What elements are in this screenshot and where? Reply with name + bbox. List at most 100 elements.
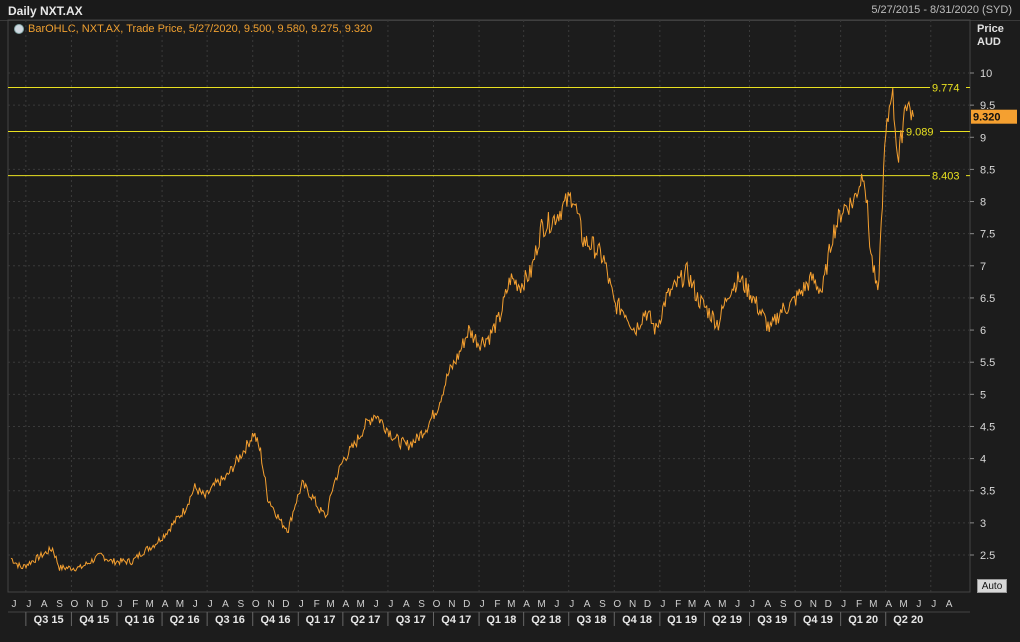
y-tick-label: 8.5 xyxy=(980,164,995,176)
month-tick-label: F xyxy=(675,599,681,610)
month-tick-label: J xyxy=(374,599,379,610)
month-tick-label: D xyxy=(101,599,108,610)
quarter-label: Q1 20 xyxy=(848,614,878,626)
month-tick-label: N xyxy=(86,599,93,610)
quarter-label: Q1 18 xyxy=(486,614,516,626)
y-tick-label: 9 xyxy=(980,132,986,144)
month-tick-label: M xyxy=(146,599,154,610)
month-tick-label: A xyxy=(162,599,169,610)
y-tick-label: 7.5 xyxy=(980,229,995,241)
plot-frame xyxy=(7,19,971,593)
date-range: 5/27/2015 - 8/31/2020 (SYD) xyxy=(871,4,1012,16)
series-legend[interactable]: BarOHLC, NXT.AX, Trade Price, 5/27/2020,… xyxy=(14,23,372,35)
month-tick-label: M xyxy=(507,599,515,610)
month-tick-label: D xyxy=(282,599,289,610)
quarter-label: Q4 17 xyxy=(441,614,471,626)
month-tick-label: A xyxy=(523,599,530,610)
y-tick-label: 3.5 xyxy=(980,486,995,498)
y-tick-label: 10 xyxy=(980,68,992,80)
month-tick-label: A xyxy=(343,599,350,610)
month-tick-label: A xyxy=(222,599,229,610)
month-tick-label: O xyxy=(433,599,441,610)
month-tick-label: S xyxy=(780,599,787,610)
chart-title: Daily NXT.AX xyxy=(8,4,83,18)
y-tick-label: 7 xyxy=(980,261,986,273)
month-tick-label: A xyxy=(403,599,410,610)
month-tick-label: J xyxy=(916,599,921,610)
quarter-label: Q3 17 xyxy=(396,614,426,626)
month-tick-label: J xyxy=(569,599,574,610)
month-tick-label: J xyxy=(388,599,393,610)
month-tick-label: M xyxy=(899,599,907,610)
last-price-badge xyxy=(971,109,1017,124)
month-tick-label: A xyxy=(946,599,953,610)
quarter-label: Q2 17 xyxy=(350,614,380,626)
month-tick-label: M xyxy=(537,599,545,610)
month-tick-label: A xyxy=(885,599,892,610)
quarter-label: Q4 19 xyxy=(803,614,833,626)
quarter-label: Q3 15 xyxy=(34,614,64,626)
month-tick-label: J xyxy=(117,599,122,610)
month-tick-label: N xyxy=(629,599,636,610)
y-tick-label: 5.5 xyxy=(980,357,995,369)
level-label: 9.774 xyxy=(932,83,960,95)
month-tick-label: F xyxy=(494,599,500,610)
month-tick-label: J xyxy=(193,599,198,610)
y-tick-label: 3 xyxy=(980,518,986,530)
y-tick-label: 5 xyxy=(980,389,986,401)
month-tick-label: N xyxy=(448,599,455,610)
month-tick-label: J xyxy=(660,599,665,610)
quarter-label: Q2 16 xyxy=(170,614,200,626)
month-tick-label: J xyxy=(480,599,485,610)
month-tick-label: A xyxy=(584,599,591,610)
y-tick-label: 9.5 xyxy=(980,100,995,112)
month-tick-label: O xyxy=(252,599,260,610)
level-label-bg xyxy=(930,81,966,94)
y-tick-label: 8 xyxy=(980,197,986,209)
auto-scale-button[interactable]: Auto xyxy=(977,579,1007,593)
month-tick-label: N xyxy=(810,599,817,610)
quarter-label: Q4 18 xyxy=(622,614,652,626)
level-label-bg xyxy=(904,125,940,138)
month-tick-label: M xyxy=(326,599,334,610)
month-tick-label: J xyxy=(735,599,740,610)
quarter-label: Q1 19 xyxy=(667,614,697,626)
month-tick-label: J xyxy=(12,599,17,610)
month-tick-label: J xyxy=(750,599,755,610)
month-tick-label: S xyxy=(238,599,245,610)
month-tick-label: F xyxy=(132,599,138,610)
legend-text: BarOHLC, NXT.AX, Trade Price, 5/27/2020,… xyxy=(28,23,373,35)
month-tick-label: M xyxy=(869,599,877,610)
level-label: 8.403 xyxy=(932,171,960,183)
bar-ohlc-icon xyxy=(14,24,24,34)
y-tick-label: 6.5 xyxy=(980,293,995,305)
quarter-label: Q2 20 xyxy=(893,614,923,626)
month-tick-label: N xyxy=(267,599,274,610)
month-tick-label: A xyxy=(41,599,48,610)
price-series-line[interactable] xyxy=(10,88,914,572)
quarter-label: Q3 19 xyxy=(757,614,787,626)
y-axis-unit: Price AUD xyxy=(977,23,1004,49)
month-tick-label: D xyxy=(463,599,470,610)
month-tick-label: F xyxy=(314,599,320,610)
level-label-bg xyxy=(930,169,966,182)
month-tick-label: A xyxy=(765,599,772,610)
quarter-label: Q4 15 xyxy=(79,614,109,626)
last-price-label: 9.320 xyxy=(973,112,1001,124)
month-tick-label: J xyxy=(299,599,304,610)
month-tick-label: O xyxy=(794,599,802,610)
y-tick-label: 2.5 xyxy=(980,550,995,562)
quarter-label: Q3 18 xyxy=(577,614,607,626)
month-tick-label: J xyxy=(26,599,31,610)
month-tick-label: M xyxy=(718,599,726,610)
y-tick-label: 4 xyxy=(980,454,986,466)
y-tick-label: 4.5 xyxy=(980,421,995,433)
y-unit-price: Price xyxy=(977,23,1004,35)
month-tick-label: J xyxy=(208,599,213,610)
month-tick-label: M xyxy=(176,599,184,610)
month-tick-label: D xyxy=(825,599,832,610)
quarter-label: Q2 19 xyxy=(712,614,742,626)
y-unit-currency: AUD xyxy=(977,36,1001,48)
month-tick-label: A xyxy=(704,599,711,610)
